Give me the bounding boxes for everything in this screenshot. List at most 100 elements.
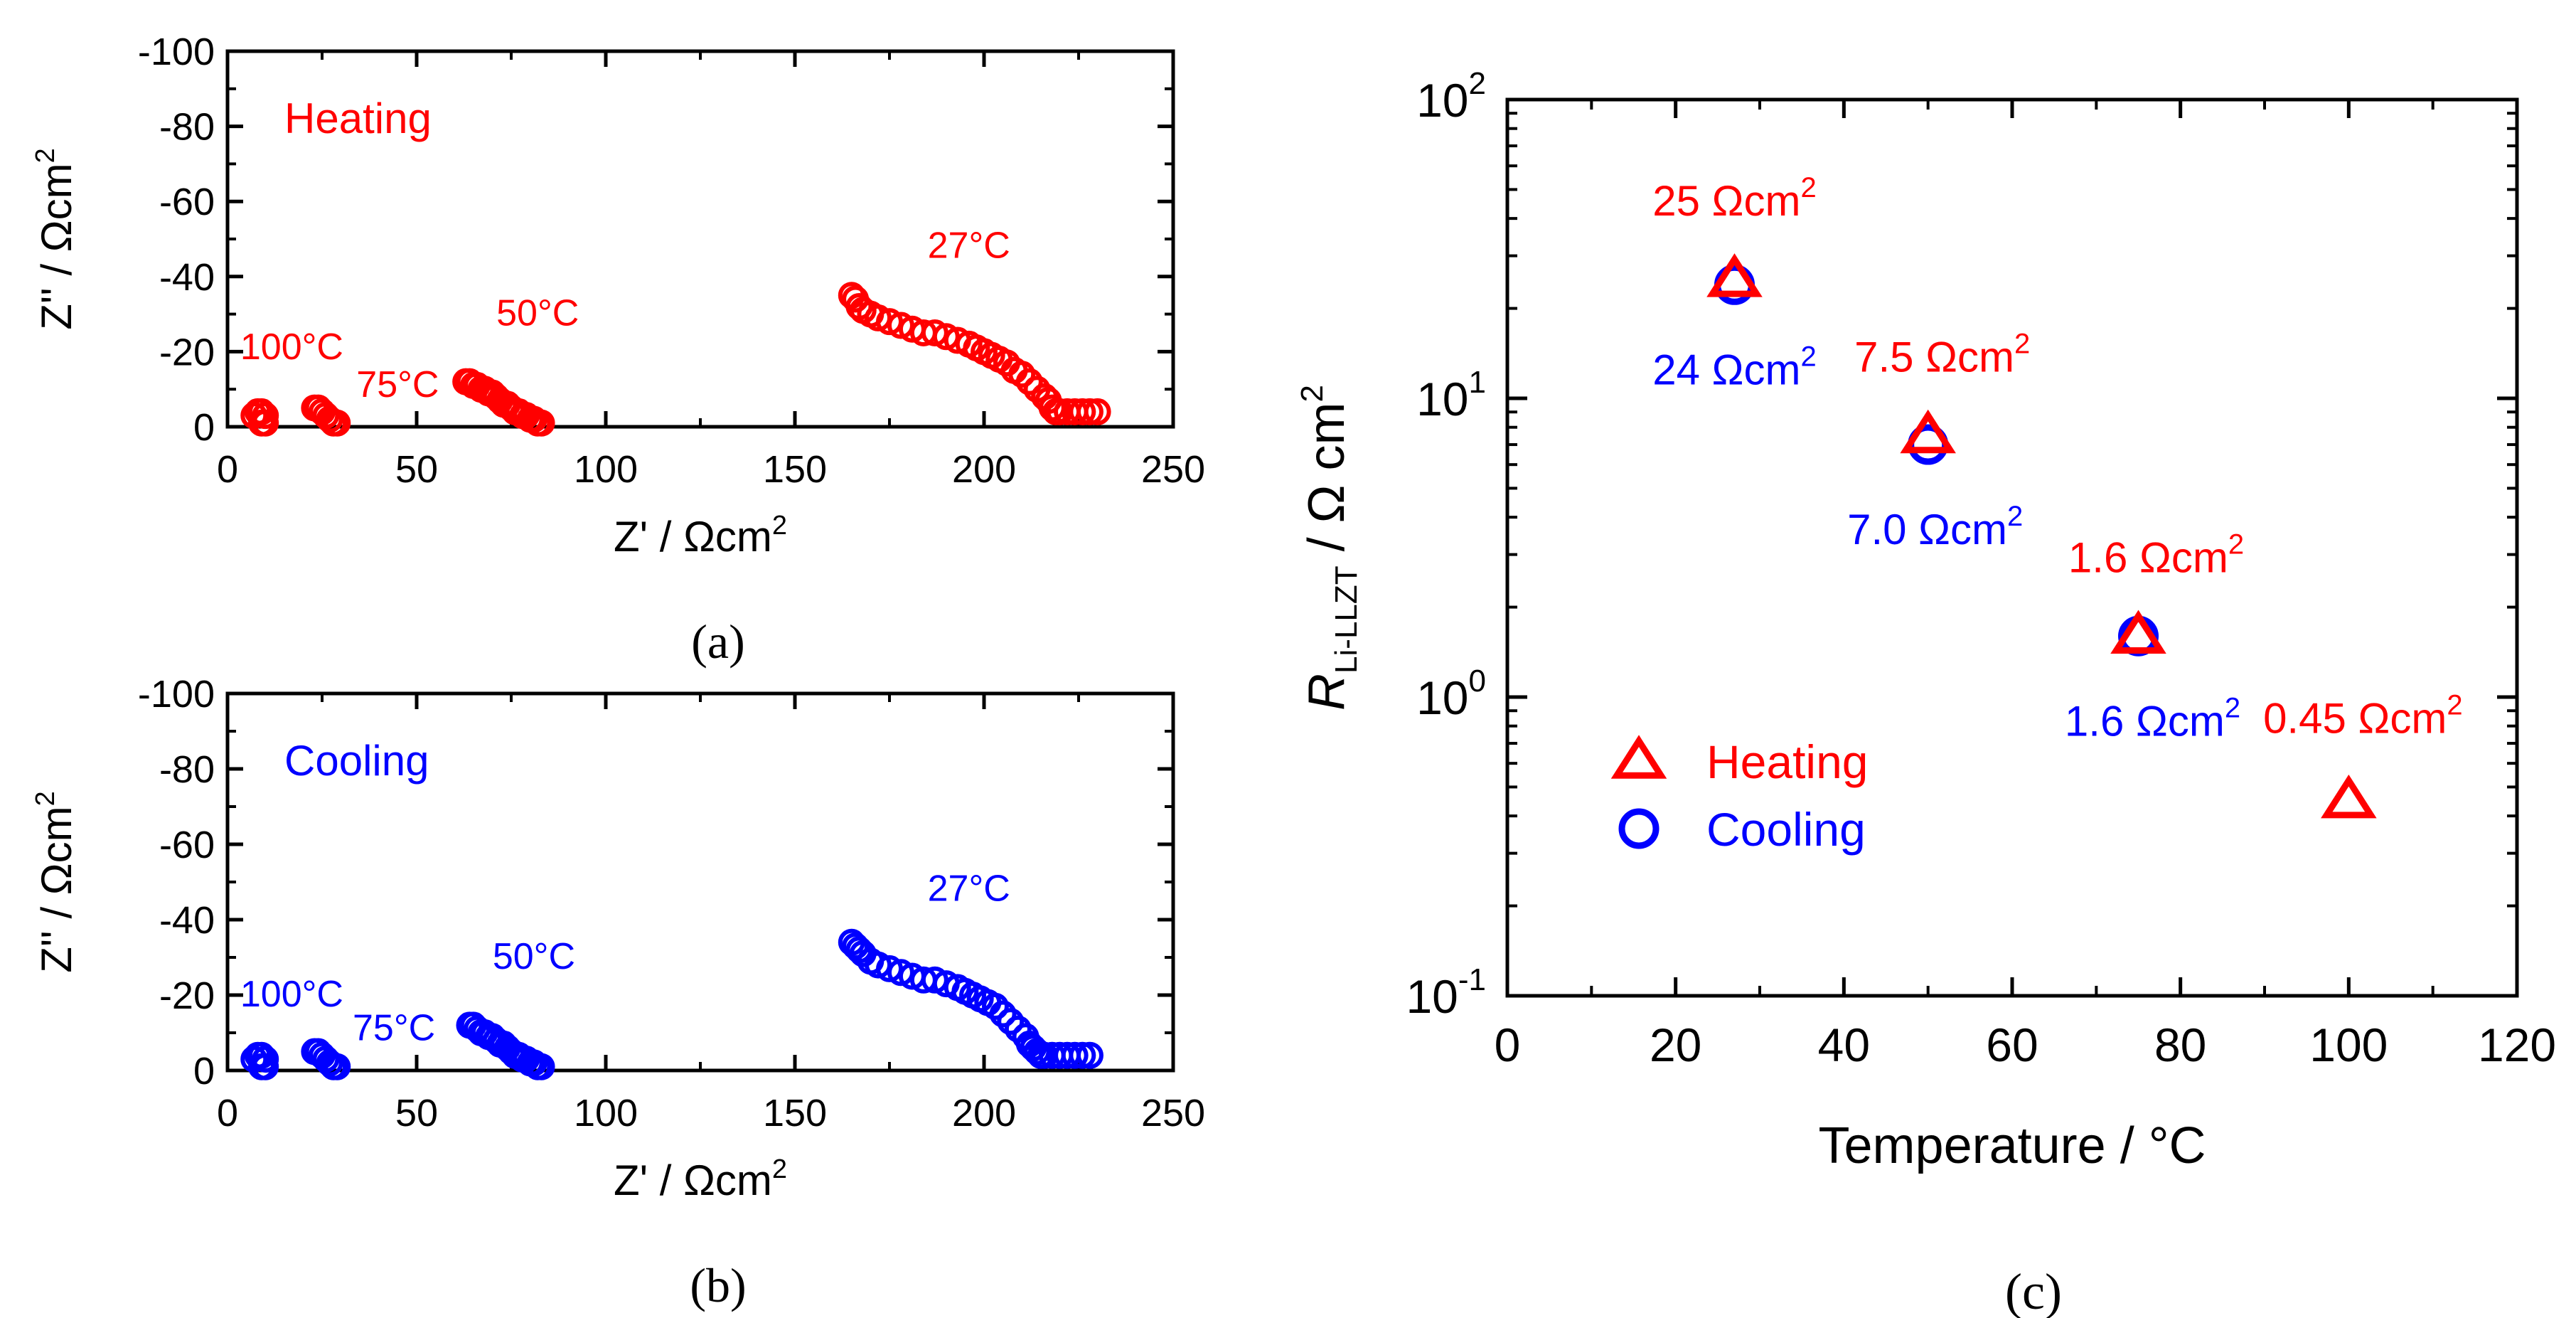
x-tick-label: 0 (217, 1092, 238, 1134)
value-annotation-text: 0.45 Ωcm (2263, 695, 2447, 743)
y-axis-label-symbol: R (1298, 674, 1355, 711)
value-annotation-text: 1.6 Ωcm (2065, 697, 2225, 745)
data-point-27c (989, 1000, 1017, 1028)
y-tick-label-base: 10 (1406, 970, 1458, 1023)
y-tick-label-base: 10 (1416, 74, 1468, 127)
y-tick-label: -40 (159, 256, 215, 299)
temperature-label: 50°C (496, 292, 579, 334)
panel-a-nyquist-heating: 0 50 100 150 200 250 0 -20 -40 -60 -80 -100 Z' / Ωcm… (31, 31, 1205, 669)
value-annotation-cooling: 1.6 Ωcm2 (2065, 692, 2240, 745)
data-point-heating (2110, 610, 2166, 654)
y-tick-label: -80 (159, 748, 215, 791)
data-point-27c (865, 304, 892, 331)
y-tick-label-exp: 2 (1469, 66, 1486, 101)
y-axis-label: Z'' / Ωcm2 (31, 791, 80, 973)
temperature-label: 75°C (353, 1008, 435, 1049)
legend-label-cooling: Cooling (1706, 803, 1866, 856)
panel-b-nyquist-cooling: 0 50 100 150 200 250 0 -20 -40 -60 -80 -100 Z' / Ωcm… (31, 673, 1205, 1312)
data-point-27c (1008, 361, 1036, 388)
temperature-label: 100°C (240, 974, 343, 1015)
y-tick-label: 101 (1416, 365, 1486, 425)
data-point-27c (1076, 1041, 1103, 1069)
data-point-100c (247, 409, 275, 437)
y-tick-label-base: 10 (1416, 373, 1468, 425)
condition-label: Cooling (284, 737, 429, 785)
y-tick-label: 102 (1416, 66, 1486, 127)
value-annotation-sup: 2 (2225, 692, 2240, 723)
y-axis-label-sup: 2 (31, 148, 60, 163)
y-tick-label: -20 (159, 974, 215, 1017)
value-annotation-sup: 2 (2228, 528, 2244, 560)
y-axis-label-unit: / Ω cm (1298, 403, 1355, 566)
x-tick-label: 0 (217, 448, 238, 491)
value-annotation-sup: 2 (2014, 328, 2030, 359)
x-tick-label: 40 (1818, 1019, 1870, 1071)
temperature-label: 100°C (240, 326, 343, 368)
panel-label: (b) (690, 1258, 746, 1312)
y-tick-label: 0 (193, 406, 215, 449)
x-tick-label: 50 (395, 448, 438, 491)
data-point-27c (876, 308, 903, 336)
y-axis-label-text: Z'' / Ωcm (33, 163, 80, 329)
legend-label-heating: Heating (1706, 735, 1869, 788)
data-point-27c (1015, 368, 1043, 395)
value-annotation-heating: 1.6 Ωcm2 (2068, 528, 2244, 581)
legend: Heating Cooling (1610, 735, 1869, 856)
temperature-label: 50°C (493, 936, 575, 977)
y-tick-label: -60 (159, 824, 215, 866)
y-axis-label-sup: 2 (1295, 385, 1330, 402)
y-tick-label: -40 (159, 899, 215, 942)
value-annotation-text: 7.5 Ωcm (1854, 333, 2014, 381)
data-point-27c (876, 955, 903, 982)
y-tick-label: -100 (138, 31, 215, 73)
y-axis-label: RLi-LLZT / Ω cm2 (1295, 385, 1364, 711)
data-point-27c (1061, 1041, 1089, 1069)
value-annotation-sup: 2 (2447, 690, 2462, 721)
data-point-75c (324, 409, 351, 437)
x-axis-label-sup: 2 (772, 511, 787, 541)
x-tick-label: 60 (1986, 1019, 2038, 1071)
value-annotation-text: 1.6 Ωcm (2068, 533, 2228, 581)
x-tick-label: 250 (1141, 1092, 1205, 1134)
y-tick-label-base: 10 (1416, 671, 1468, 724)
value-annotation-cooling: 24 Ωcm2 (1652, 341, 1817, 393)
data-point-75c (324, 1053, 351, 1080)
data-point-27c (887, 959, 914, 987)
temperature-label: 75°C (356, 364, 439, 405)
y-tick-label-exp: -1 (1458, 962, 1486, 997)
y-tick-label: -20 (159, 331, 215, 373)
value-annotation-sup: 2 (1801, 172, 1817, 203)
value-annotation-heating: 7.5 Ωcm2 (1854, 328, 2030, 381)
value-annotation-text: 7.0 Ωcm (1847, 506, 2007, 553)
condition-label: Heating (284, 95, 432, 142)
data-point-27c (865, 951, 892, 979)
data-point-100c (247, 1041, 275, 1069)
x-axis-label: Z' / Ωcm2 (614, 1154, 787, 1204)
value-annotation-sup: 2 (1801, 341, 1817, 372)
x-axis-label-text: Z' / Ωcm (614, 513, 772, 560)
y-axis-label-sup: 2 (31, 791, 60, 806)
value-annotation-text: 24 Ωcm (1652, 346, 1800, 393)
data-point-27c (1076, 398, 1103, 425)
data-point-27c (1069, 398, 1096, 425)
x-axis-label: Temperature / °C (1819, 1117, 2206, 1174)
x-tick-label: 80 (2154, 1019, 2206, 1071)
data-point-100c (247, 398, 275, 425)
y-axis-label-text: Z'' / Ωcm (33, 806, 80, 972)
x-tick-label: 100 (2309, 1019, 2388, 1071)
value-annotation-heating: 0.45 Ωcm2 (2263, 690, 2463, 743)
legend-marker-cooling (1618, 808, 1660, 849)
x-tick-label: 120 (2478, 1019, 2556, 1071)
data-point-50c (528, 409, 555, 437)
data-point-100c (247, 1053, 275, 1080)
x-tick-label: 150 (763, 448, 827, 491)
data-point-heating (1706, 253, 1763, 297)
temperature-label: 27°C (928, 868, 1010, 910)
value-annotation-text: 25 Ωcm (1652, 177, 1800, 225)
legend-marker-heating (1610, 735, 1667, 779)
y-tick-label: -80 (159, 106, 215, 149)
data-point-27c (842, 932, 870, 960)
x-tick-label: 20 (1650, 1019, 1701, 1071)
x-axis-label: Z' / Ωcm2 (614, 511, 787, 560)
